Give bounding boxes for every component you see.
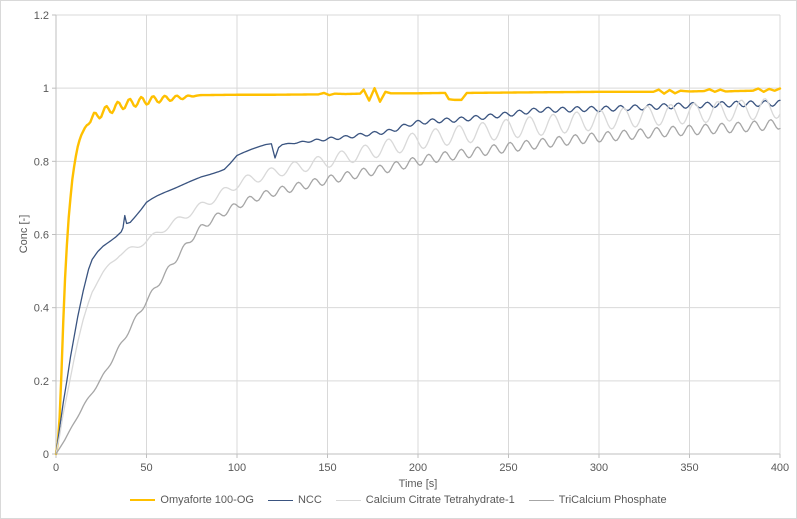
series-line-omyaforte-100-og	[54, 86, 782, 456]
legend-swatch	[267, 499, 293, 501]
y-tick-label: 0.2	[34, 376, 49, 388]
x-tick-label: 200	[409, 462, 427, 474]
legend-label: NCC	[297, 494, 322, 506]
y-tick-label: 0.8	[34, 156, 49, 168]
legend-item-omyaforte-100-og: Omyaforte 100-OG	[130, 494, 254, 506]
y-tick-label: 0.6	[34, 230, 49, 242]
series-line-tricalcium-phosphate	[55, 119, 781, 455]
legend-swatch	[528, 499, 554, 501]
y-tick-label: 1.2	[34, 10, 49, 22]
legend-item-ncc: NCC	[267, 494, 322, 506]
x-tick-label: 0	[53, 462, 59, 474]
legend-item-calcium-citrate-tetrahydrate-1: Calcium Citrate Tetrahydrate-1	[335, 494, 515, 506]
legend-label: Omyaforte 100-OG	[160, 494, 254, 506]
x-tick-label: 350	[680, 462, 698, 474]
series-line-ncc	[55, 99, 781, 455]
legend-swatch	[130, 499, 156, 501]
x-tick-label: 150	[318, 462, 336, 474]
chart-legend: Omyaforte 100-OG NCC Calcium Citrate Tetra…	[1, 491, 796, 509]
legend-swatch	[335, 499, 361, 501]
series-layer	[54, 86, 782, 456]
y-tick-label: 0	[43, 449, 49, 461]
y-tick-label: 0.4	[34, 303, 49, 315]
x-tick-label: 300	[590, 462, 608, 474]
axis-layer	[52, 14, 781, 458]
legend-label: TriCalcium Phosphate	[558, 494, 667, 506]
x-tick-label: 100	[228, 462, 246, 474]
legend-label: Calcium Citrate Tetrahydrate-1	[365, 494, 515, 506]
grid-layer	[56, 14, 781, 454]
x-tick-label: 250	[499, 462, 517, 474]
y-axis-title: Conc [-]	[18, 215, 30, 254]
series-line-calcium-citrate-tetrahydrate-1	[55, 98, 781, 455]
legend-item-tricalcium-phosphate: TriCalcium Phosphate	[528, 494, 667, 506]
tick-label-layer: 0 50 100 150 200 250 300 350 400 0 0.2 0.4 0.6 0.8 1 1.…	[34, 10, 789, 474]
x-tick-label: 400	[771, 462, 789, 474]
x-tick-label: 50	[140, 462, 152, 474]
y-tick-label: 1	[43, 83, 49, 95]
x-axis-title: Time [s]	[399, 478, 438, 490]
